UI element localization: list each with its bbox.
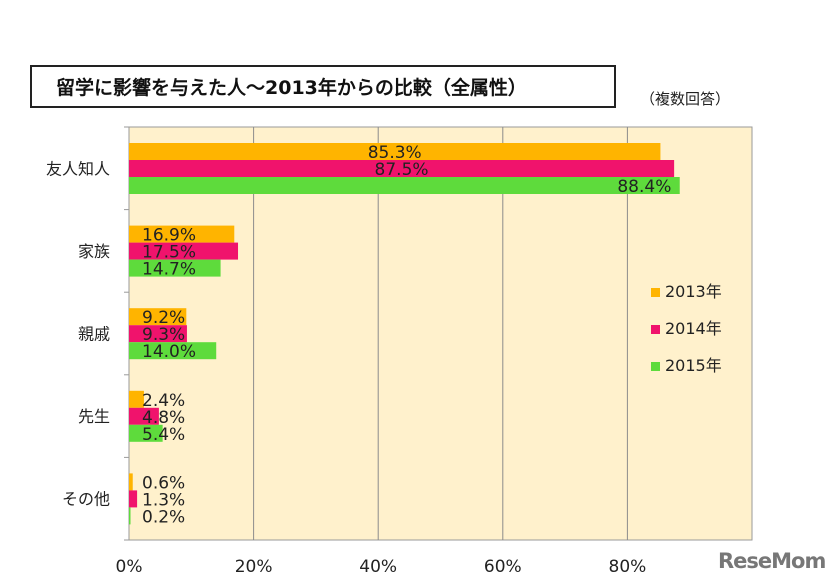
bar [129, 242, 239, 260]
legend-swatch [651, 288, 660, 297]
legend-label: 2013年 [665, 282, 722, 301]
legend-swatch [651, 325, 660, 334]
category-label: 先生 [78, 407, 110, 426]
data-label: 0.6% [142, 473, 185, 493]
x-tick-label: 80% [609, 557, 647, 577]
data-label: 16.9% [142, 226, 196, 246]
category-label: 家族 [78, 242, 110, 261]
data-label: 17.5% [142, 243, 196, 263]
bar [129, 342, 217, 360]
data-label: 14.0% [142, 342, 196, 362]
watermark-logo: ReseMom [718, 549, 826, 573]
legend-swatch [651, 362, 660, 371]
bar [129, 473, 133, 491]
data-label: 14.7% [142, 260, 196, 280]
x-tick-label: 60% [484, 557, 522, 577]
data-label: 87.5% [375, 160, 429, 180]
bar [129, 407, 159, 425]
data-label: 9.2% [142, 308, 185, 328]
bar [129, 160, 675, 177]
data-label: 1.3% [142, 490, 185, 510]
x-tick-label: 40% [359, 557, 397, 577]
bar [129, 225, 235, 243]
legend-label: 2015年 [665, 356, 722, 375]
chart-note: （複数回答） [640, 90, 731, 108]
data-label: 2.4% [142, 391, 185, 411]
category-label: その他 [62, 490, 110, 509]
bar [129, 424, 163, 442]
bar [129, 259, 221, 277]
bar [129, 390, 144, 408]
data-label: 85.3% [368, 143, 422, 163]
bar [129, 325, 187, 343]
legend-label: 2014年 [665, 319, 722, 338]
bar [129, 308, 187, 326]
x-tick-label: 20% [235, 557, 273, 577]
data-label: 4.8% [142, 408, 185, 428]
bar [129, 143, 661, 160]
category-label: 親戚 [78, 325, 110, 344]
bar [129, 177, 680, 194]
bar [129, 507, 131, 525]
bar [129, 490, 138, 508]
data-label: 0.2% [142, 507, 185, 527]
chart-title: 留学に影響を与えた人～2013年からの比較（全属性） [30, 65, 616, 108]
category-label: 友人知人 [46, 159, 110, 178]
x-tick-label: 0% [116, 557, 143, 577]
data-label: 88.4% [617, 177, 671, 197]
data-label: 9.3% [142, 325, 185, 345]
data-label: 5.4% [142, 425, 185, 445]
plot-area [128, 126, 753, 541]
